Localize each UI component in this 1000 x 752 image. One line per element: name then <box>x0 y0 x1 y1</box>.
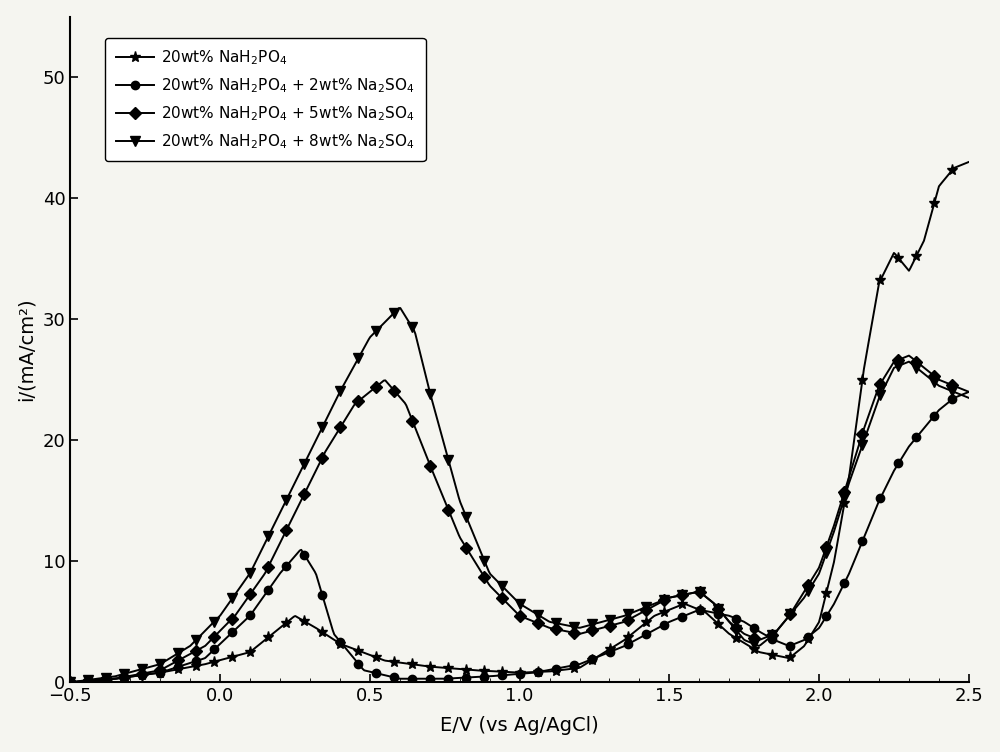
20wt% NaH$_2$PO$_4$ + 5wt% Na$_2$SO$_4$ <box>223 617 235 626</box>
20wt% NaH$_2$PO$_4$ + 8wt% Na$_2$SO$_4$ <box>472 541 484 550</box>
Line: 20wt% NaH$_2$PO$_4$: 20wt% NaH$_2$PO$_4$ <box>65 156 975 688</box>
20wt% NaH$_2$PO$_4$ + 5wt% Na$_2$SO$_4$ <box>903 351 915 360</box>
20wt% NaH$_2$PO$_4$ + 8wt% Na$_2$SO$_4$ <box>295 465 307 475</box>
Legend: 20wt% NaH$_2$PO$_4$, 20wt% NaH$_2$PO$_4$ + 2wt% Na$_2$SO$_4$, 20wt% NaH$_2$PO$_4: 20wt% NaH$_2$PO$_4$, 20wt% NaH$_2$PO$_4$… <box>105 38 426 162</box>
20wt% NaH$_2$PO$_4$ <box>963 157 975 166</box>
20wt% NaH$_2$PO$_4$ + 2wt% Na$_2$SO$_4$ <box>223 631 235 640</box>
20wt% NaH$_2$PO$_4$ + 5wt% Na$_2$SO$_4$ <box>295 496 307 505</box>
20wt% NaH$_2$PO$_4$ + 5wt% Na$_2$SO$_4$ <box>741 630 753 639</box>
20wt% NaH$_2$PO$_4$ + 8wt% Na$_2$SO$_4$ <box>64 678 76 687</box>
20wt% NaH$_2$PO$_4$ + 8wt% Na$_2$SO$_4$ <box>963 393 975 402</box>
20wt% NaH$_2$PO$_4$ + 2wt% Na$_2$SO$_4$ <box>64 678 76 687</box>
20wt% NaH$_2$PO$_4$ + 8wt% Na$_2$SO$_4$ <box>223 598 235 607</box>
Line: 20wt% NaH$_2$PO$_4$ + 2wt% Na$_2$SO$_4$: 20wt% NaH$_2$PO$_4$ + 2wt% Na$_2$SO$_4$ <box>66 388 973 687</box>
20wt% NaH$_2$PO$_4$ + 2wt% Na$_2$SO$_4$ <box>295 545 307 554</box>
20wt% NaH$_2$PO$_4$ <box>664 605 676 614</box>
20wt% NaH$_2$PO$_4$ + 5wt% Na$_2$SO$_4$ <box>963 387 975 396</box>
20wt% NaH$_2$PO$_4$ <box>741 640 753 649</box>
20wt% NaH$_2$PO$_4$ <box>295 615 307 624</box>
20wt% NaH$_2$PO$_4$ + 5wt% Na$_2$SO$_4$ <box>594 624 606 633</box>
20wt% NaH$_2$PO$_4$ <box>223 653 235 663</box>
Y-axis label: i/(mA/cm²): i/(mA/cm²) <box>17 298 36 402</box>
20wt% NaH$_2$PO$_4$ <box>594 650 606 660</box>
20wt% NaH$_2$PO$_4$ + 5wt% Na$_2$SO$_4$ <box>64 678 76 687</box>
20wt% NaH$_2$PO$_4$ <box>471 666 483 675</box>
20wt% NaH$_2$PO$_4$ + 8wt% Na$_2$SO$_4$ <box>666 593 678 602</box>
20wt% NaH$_2$PO$_4$ <box>64 678 76 687</box>
20wt% NaH$_2$PO$_4$ + 8wt% Na$_2$SO$_4$ <box>394 304 406 313</box>
Line: 20wt% NaH$_2$PO$_4$ + 5wt% Na$_2$SO$_4$: 20wt% NaH$_2$PO$_4$ + 5wt% Na$_2$SO$_4$ <box>66 351 973 687</box>
X-axis label: E/V (vs Ag/AgCl): E/V (vs Ag/AgCl) <box>440 717 599 735</box>
20wt% NaH$_2$PO$_4$ + 2wt% Na$_2$SO$_4$ <box>594 651 606 660</box>
20wt% NaH$_2$PO$_4$ + 2wt% Na$_2$SO$_4$ <box>471 672 483 681</box>
20wt% NaH$_2$PO$_4$ + 8wt% Na$_2$SO$_4$ <box>742 637 754 646</box>
20wt% NaH$_2$PO$_4$ + 5wt% Na$_2$SO$_4$ <box>471 560 483 569</box>
20wt% NaH$_2$PO$_4$ + 2wt% Na$_2$SO$_4$ <box>741 619 753 628</box>
20wt% NaH$_2$PO$_4$ + 2wt% Na$_2$SO$_4$ <box>664 617 676 626</box>
20wt% NaH$_2$PO$_4$ + 2wt% Na$_2$SO$_4$ <box>963 387 975 396</box>
Line: 20wt% NaH$_2$PO$_4$ + 8wt% Na$_2$SO$_4$: 20wt% NaH$_2$PO$_4$ + 8wt% Na$_2$SO$_4$ <box>65 303 974 687</box>
20wt% NaH$_2$PO$_4$ + 8wt% Na$_2$SO$_4$ <box>595 617 607 626</box>
20wt% NaH$_2$PO$_4$ + 5wt% Na$_2$SO$_4$ <box>664 593 676 602</box>
